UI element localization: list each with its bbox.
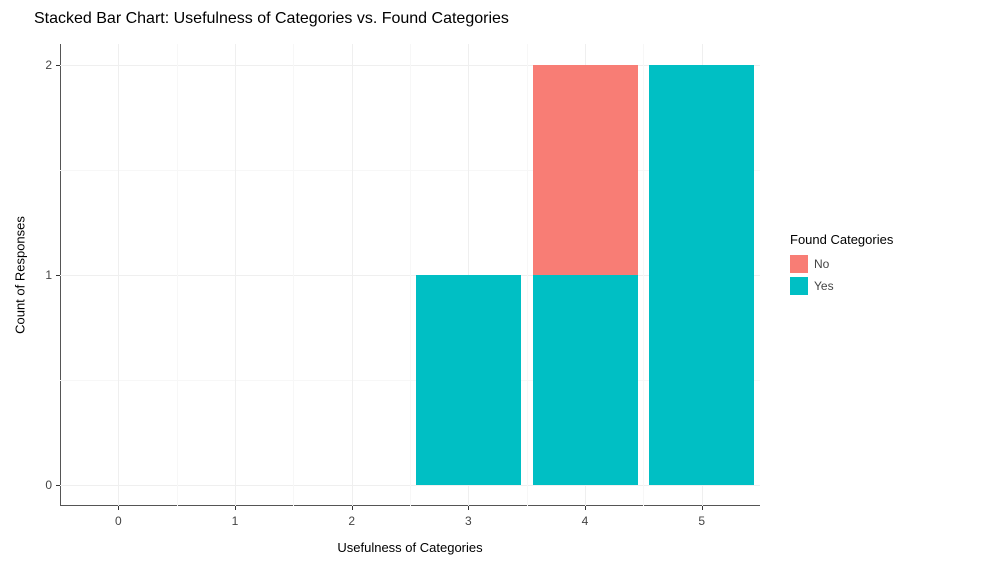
legend-title: Found Categories (790, 232, 893, 247)
y-tick-label: 2 (45, 58, 52, 72)
x-tick-label: 0 (115, 514, 122, 528)
x-tick (352, 506, 353, 510)
bar-yes (649, 65, 754, 485)
x-tick-label: 3 (465, 514, 472, 528)
legend-item: Yes (790, 277, 893, 295)
x-tick-label: 4 (582, 514, 589, 528)
chart-container: Stacked Bar Chart: Usefulness of Categor… (0, 0, 992, 577)
x-tick (702, 506, 703, 510)
y-axis-label: Count of Responses (13, 216, 28, 334)
legend-item: No (790, 255, 893, 273)
y-tick (56, 65, 60, 66)
legend-swatch (790, 277, 808, 295)
x-minor-gridline (293, 44, 294, 506)
x-tick (585, 506, 586, 510)
y-tick (56, 275, 60, 276)
x-tick (118, 506, 119, 510)
x-axis-label: Usefulness of Categories (337, 540, 482, 555)
bar-no (533, 65, 638, 275)
x-tick-label: 5 (698, 514, 705, 528)
legend-label: No (814, 257, 829, 271)
y-tick-label: 1 (45, 268, 52, 282)
x-minor-gridline (527, 44, 528, 506)
x-tick (468, 506, 469, 510)
x-minor-gridline (177, 44, 178, 506)
legend: Found Categories No Yes (790, 232, 893, 299)
chart-title: Stacked Bar Chart: Usefulness of Categor… (34, 10, 509, 28)
x-gridline (118, 44, 119, 506)
x-tick-label: 1 (232, 514, 239, 528)
y-tick-label: 0 (45, 478, 52, 492)
legend-label: Yes (814, 279, 834, 293)
bar-yes (416, 275, 521, 485)
bar-yes (533, 275, 638, 485)
x-tick (235, 506, 236, 510)
x-tick-label: 2 (348, 514, 355, 528)
x-gridline (352, 44, 353, 506)
x-minor-gridline (410, 44, 411, 506)
x-gridline (235, 44, 236, 506)
x-minor-gridline (643, 44, 644, 506)
legend-swatch (790, 255, 808, 273)
plot-area: 012012345 (60, 44, 760, 506)
y-tick (56, 485, 60, 486)
